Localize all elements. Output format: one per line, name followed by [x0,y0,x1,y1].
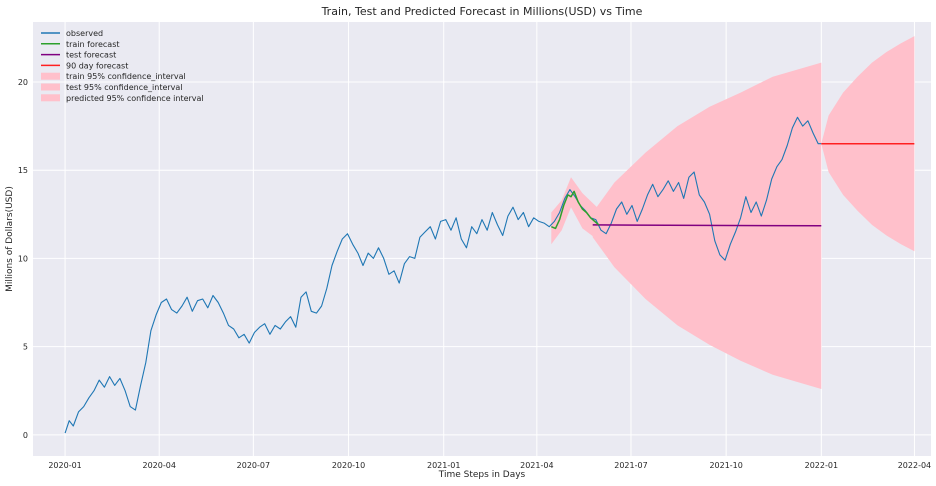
x-tick-label: 2022-01 [805,461,838,470]
y-tick-label: 15 [18,166,28,175]
x-tick-label: 2021-07 [614,461,647,470]
x-tick-label: 2021-04 [520,461,553,470]
y-tick-labels: 0 5 10 15 20 [18,78,28,440]
x-tick-label: 2021-01 [427,461,460,470]
y-tick-label: 20 [18,78,28,87]
legend-label: 90 day forecast [66,61,128,70]
legend-swatch [41,72,60,80]
x-axis-label: Time Steps in Days [438,470,526,480]
legend-label: predicted 95% confidence interval [66,94,204,103]
series-line [551,190,600,230]
y-tick-label: 5 [23,343,28,352]
y-tick-label: 10 [18,254,28,263]
series-line [592,224,822,227]
legend-label: test forecast [66,51,116,60]
series-line [64,116,822,434]
x-tick-label: 2020-04 [142,461,175,470]
x-tick-label: 2021-10 [709,461,742,470]
chart-title: Train, Test and Predicted Forecast in Mi… [321,5,643,18]
x-tick-label: 2020-10 [332,461,365,470]
confidence-band [551,177,599,245]
x-tick-label: 2020-01 [48,461,81,470]
legend-label: train forecast [66,40,120,49]
legend-label: test 95% confidence_interval [66,83,183,92]
series-lines [64,116,915,434]
y-tick-label: 0 [23,431,28,440]
x-tick-label: 2020-07 [237,461,270,470]
x-tick-labels: 2020-01 2020-04 2020-07 2020-10 2021-01 2021-… [48,461,931,470]
legend-swatch [41,94,60,102]
legend-label: train 95% confidence_interval [66,72,186,81]
y-axis-label: Millions of Dollars(USD) [5,186,15,292]
legend-swatch [41,83,60,91]
x-tick-label: 2022-04 [898,461,931,470]
legend-label: observed [66,29,103,38]
